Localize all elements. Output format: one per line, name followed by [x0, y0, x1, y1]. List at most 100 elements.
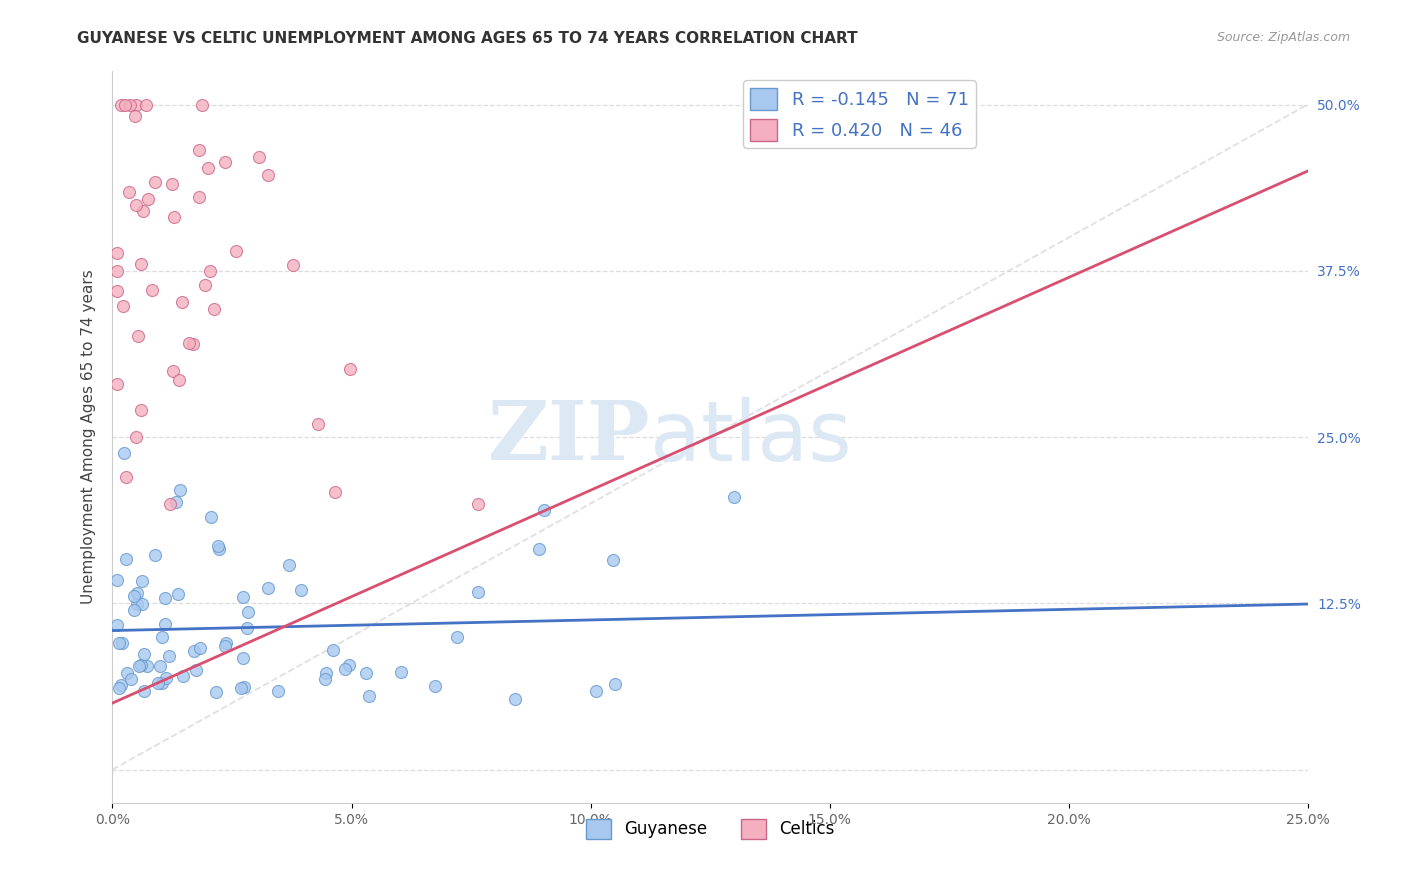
Point: [233, 680, 256, 694]
Y-axis label: Unemployment Among Ages 65 to 74 years: Unemployment Among Ages 65 to 74 years: [80, 269, 96, 605]
Point: [115, 470, 138, 484]
Point: [200, 510, 222, 524]
Point: [127, 329, 149, 343]
Point: [145, 548, 167, 562]
Point: [214, 154, 236, 169]
Point: [278, 558, 301, 572]
Point: [108, 681, 131, 695]
Point: [163, 210, 186, 224]
Point: [105, 618, 128, 632]
Point: [232, 651, 254, 665]
Point: [225, 244, 247, 258]
Point: [159, 497, 181, 511]
Point: [205, 685, 228, 699]
Text: Source: ZipAtlas.com: Source: ZipAtlas.com: [1216, 31, 1350, 45]
Point: [446, 631, 468, 645]
Point: [169, 483, 191, 498]
Point: [162, 363, 184, 377]
Point: [112, 446, 135, 460]
Point: [114, 552, 136, 566]
Point: [134, 647, 156, 661]
Point: [723, 491, 745, 505]
Point: [198, 264, 221, 278]
Point: [194, 278, 217, 293]
Point: [149, 658, 172, 673]
Point: [179, 336, 201, 351]
Point: [231, 681, 253, 695]
Point: [232, 590, 254, 604]
Point: [153, 617, 176, 632]
Point: [354, 665, 377, 680]
Point: [315, 666, 337, 681]
Point: [257, 581, 280, 595]
Point: [339, 657, 361, 672]
Point: [172, 295, 194, 310]
Point: [135, 659, 157, 673]
Point: [183, 643, 205, 657]
Legend: Guyanese, Celtics: Guyanese, Celtics: [579, 812, 841, 846]
Point: [129, 657, 152, 672]
Point: [333, 662, 356, 676]
Point: [125, 430, 148, 444]
Text: ZIP: ZIP: [488, 397, 651, 477]
Text: GUYANESE VS CELTIC UNEMPLOYMENT AMONG AGES 65 TO 74 YEARS CORRELATION CHART: GUYANESE VS CELTIC UNEMPLOYMENT AMONG AG…: [77, 31, 858, 46]
Point: [157, 649, 180, 664]
Point: [125, 597, 148, 611]
Point: [160, 178, 183, 192]
Point: [357, 689, 380, 703]
Point: [150, 676, 173, 690]
Point: [107, 573, 129, 587]
Point: [150, 630, 173, 644]
Point: [122, 589, 145, 603]
Point: [215, 636, 238, 650]
Point: [132, 683, 155, 698]
Point: [323, 484, 346, 499]
Point: [167, 587, 190, 601]
Point: [339, 362, 361, 376]
Point: [110, 678, 132, 692]
Point: [184, 664, 207, 678]
Point: [197, 161, 219, 175]
Point: [235, 621, 257, 635]
Point: [132, 204, 155, 219]
Point: [120, 97, 142, 112]
Point: [143, 175, 166, 189]
Point: [188, 641, 211, 656]
Point: [290, 582, 312, 597]
Point: [467, 497, 489, 511]
Point: [105, 376, 128, 391]
Point: [111, 636, 134, 650]
Point: [208, 542, 231, 557]
Point: [114, 97, 136, 112]
Point: [527, 542, 550, 557]
Point: [238, 606, 260, 620]
Point: [125, 197, 148, 211]
Point: [115, 666, 138, 681]
Point: [165, 495, 187, 509]
Point: [105, 264, 128, 278]
Point: [425, 679, 447, 693]
Point: [110, 97, 132, 112]
Point: [141, 283, 163, 297]
Point: [307, 417, 329, 431]
Point: [153, 591, 176, 606]
Point: [503, 691, 526, 706]
Point: [183, 337, 205, 351]
Point: [322, 642, 344, 657]
Point: [467, 584, 489, 599]
Point: [172, 669, 194, 683]
Point: [602, 553, 624, 567]
Point: [585, 684, 607, 698]
Point: [122, 603, 145, 617]
Point: [111, 300, 134, 314]
Point: [187, 190, 209, 204]
Point: [533, 503, 555, 517]
Point: [124, 109, 146, 123]
Point: [167, 373, 190, 387]
Point: [146, 676, 169, 690]
Point: [314, 673, 336, 687]
Point: [389, 665, 412, 680]
Point: [603, 677, 626, 691]
Point: [281, 258, 304, 272]
Point: [256, 168, 278, 182]
